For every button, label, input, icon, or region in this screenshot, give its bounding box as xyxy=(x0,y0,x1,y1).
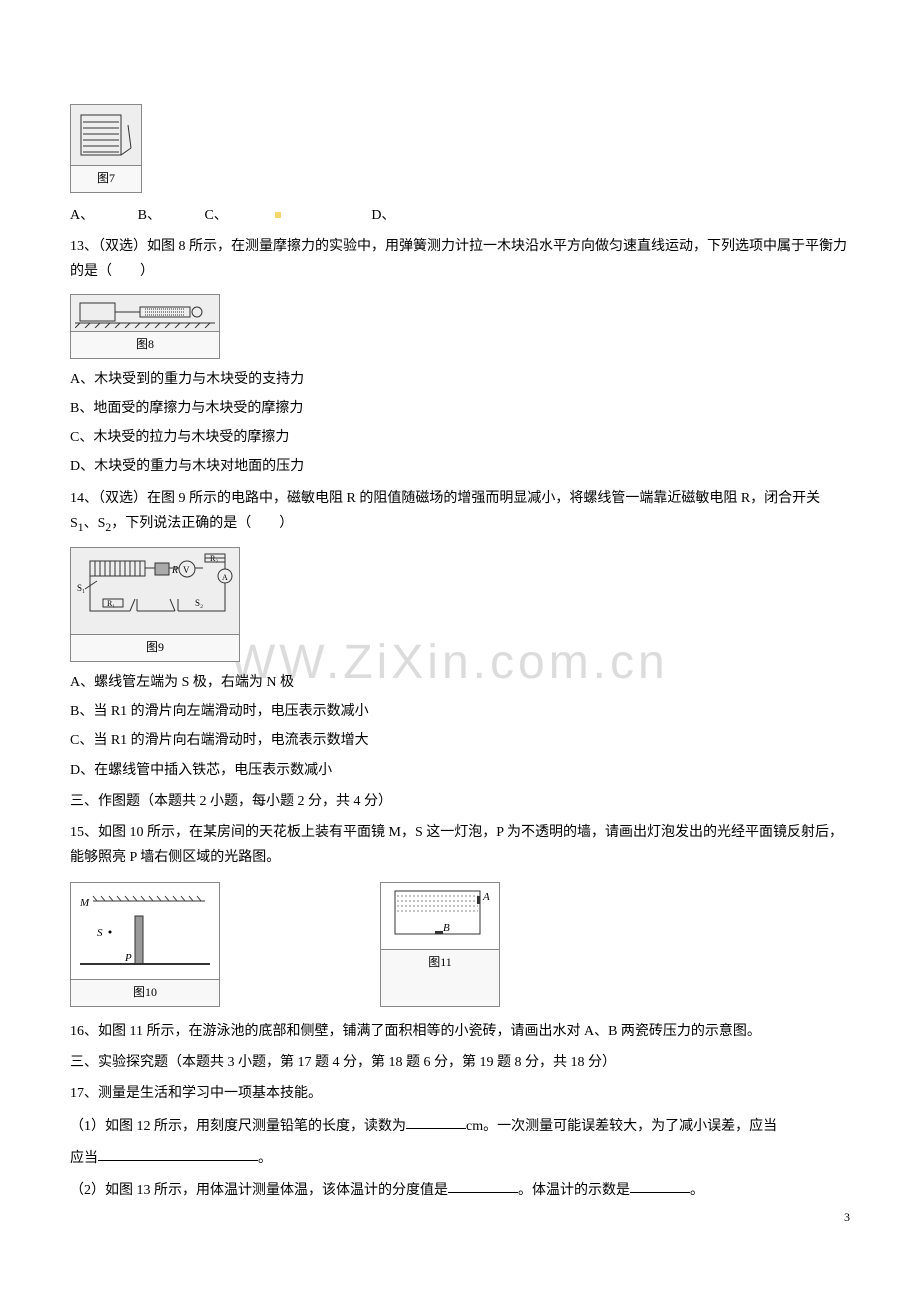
svg-text:S: S xyxy=(97,927,103,939)
q17-p2: （2）如图 13 所示，用体温计测量体温，该体温计的分度值是。体温计的示数是。 xyxy=(70,1177,850,1203)
q14-option-c: C、当 R1 的滑片向右端滑动时，电流表示数增大 xyxy=(70,728,850,753)
section-3a-heading: 三、作图题（本题共 2 小题，每小题 2 分，共 4 分） xyxy=(70,789,850,814)
svg-text:A: A xyxy=(482,891,490,903)
figure-10-image: M S P xyxy=(71,883,219,979)
figure-8: 图8 xyxy=(70,294,220,359)
q13-option-b: B、地面受的摩擦力与木块受的摩擦力 xyxy=(70,396,850,421)
page-number: 3 xyxy=(844,1207,850,1229)
dot-icon xyxy=(275,212,281,218)
figure-9: R V R₂ A S₁ R₁ S₂ 图9 xyxy=(70,547,240,662)
svg-text:B: B xyxy=(443,922,450,934)
q12-option-b: B、 xyxy=(138,208,161,223)
q17-blank-4 xyxy=(630,1177,690,1194)
figure-10-caption: 图10 xyxy=(71,979,219,1006)
q13-option-d: D、木块受的重力与木块对地面的压力 xyxy=(70,454,850,479)
q12-options: A、 B、 C、 D、 xyxy=(70,203,850,228)
figures-10-11-row: M S P 图10 A xyxy=(70,878,850,1011)
q14-stem: 14、（双选）在图 9 所示的电路中，磁敏电阻 R 的阻值随磁场的增强而明显减小… xyxy=(70,486,850,538)
q16-stem: 16、如图 11 所示，在游泳池的底部和侧壁，铺满了面积相等的小瓷砖，请画出水对… xyxy=(70,1019,850,1044)
q17-blank-1 xyxy=(406,1113,466,1130)
figure-8-image xyxy=(71,295,219,331)
section-3b-heading: 三、实验探究题（本题共 3 小题，第 17 题 4 分，第 18 题 6 分，第… xyxy=(70,1050,850,1075)
figure-7-image xyxy=(71,105,141,165)
figure-11: A B 图11 xyxy=(380,882,500,1007)
svg-text:R₁: R₁ xyxy=(107,599,115,608)
figure-11-caption: 图11 xyxy=(381,949,499,976)
svg-text:V: V xyxy=(183,565,190,575)
svg-text:R: R xyxy=(171,565,178,576)
svg-text:M: M xyxy=(79,897,90,909)
svg-text:A: A xyxy=(222,573,228,582)
q13-option-a: A、木块受到的重力与木块受的支持力 xyxy=(70,367,850,392)
q17-blank-3 xyxy=(448,1177,518,1194)
q12-option-d: D、 xyxy=(371,208,395,223)
figure-9-image: R V R₂ A S₁ R₁ S₂ xyxy=(71,548,239,634)
q17-blank-2 xyxy=(98,1145,258,1162)
q12-option-c: C、 xyxy=(204,208,327,223)
q14-option-b: B、当 R1 的滑片向左端滑动时，电压表示数减小 xyxy=(70,699,850,724)
figure-10: M S P 图10 xyxy=(70,882,220,1007)
figure-8-caption: 图8 xyxy=(71,331,219,358)
q15-stem: 15、如图 10 所示，在某房间的天花板上装有平面镜 M，S 这一灯泡，P 为不… xyxy=(70,820,850,870)
q17-stem: 17、测量是生活和学习中一项基本技能。 xyxy=(70,1081,850,1106)
page-content: 图7 A、 B、 C、 D、 13、（双选）如图 8 所示，在测量摩擦力的实验中… xyxy=(70,100,850,1203)
q17-p1: （1）如图 12 所示，用刻度尺测量铅笔的长度，读数为cm。一次测量可能误差较大… xyxy=(70,1113,850,1139)
figure-9-caption: 图9 xyxy=(71,634,239,661)
q17-p1-cont: 应当。 xyxy=(70,1145,850,1171)
q12-option-a: A、 xyxy=(70,208,94,223)
q13-option-c: C、木块受的拉力与木块受的摩擦力 xyxy=(70,425,850,450)
q14-option-a: A、螺线管左端为 S 极，右端为 N 极 xyxy=(70,670,850,695)
q14-option-d: D、在螺线管中插入铁芯，电压表示数减小 xyxy=(70,758,850,783)
q13-stem: 13、（双选）如图 8 所示，在测量摩擦力的实验中，用弹簧测力计拉一木块沿水平方… xyxy=(70,234,850,284)
svg-text:S₂: S₂ xyxy=(195,598,203,608)
figure-7: 图7 xyxy=(70,104,142,193)
svg-text:P: P xyxy=(124,952,132,964)
svg-text:S₁: S₁ xyxy=(77,583,85,593)
figure-11-image: A B xyxy=(381,883,499,949)
figure-7-caption: 图7 xyxy=(71,165,141,192)
